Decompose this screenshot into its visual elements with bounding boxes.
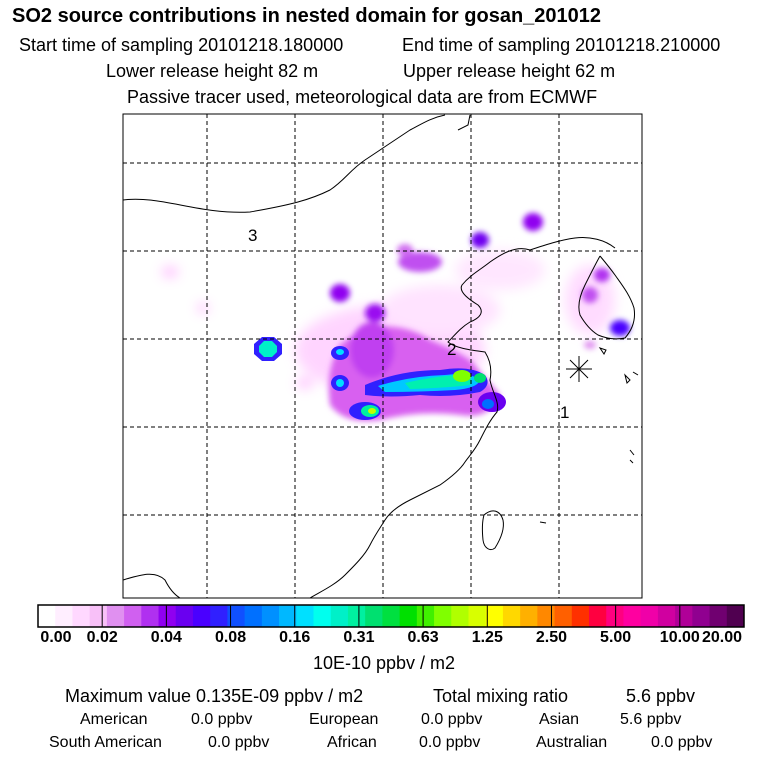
south-american-value: 0.0 ppbv xyxy=(208,734,270,751)
lower-release-height-label: Lower release height 82 m xyxy=(106,61,319,81)
colorbar-swatch xyxy=(623,605,642,627)
end-time-label: End time of sampling 20101218.210000 xyxy=(402,35,721,55)
colorbar-tick-label: 5.00 xyxy=(600,629,632,646)
colorbar-swatch xyxy=(657,605,676,627)
total-mixing-ratio-label: Total mixing ratio xyxy=(433,686,569,706)
colorbar-swatch xyxy=(365,605,383,627)
region-label-2: 2 xyxy=(447,340,457,359)
african-label: African xyxy=(327,734,377,751)
colorbar-swatch xyxy=(261,605,280,627)
asian-value: 5.6 ppbv xyxy=(620,711,682,728)
colorbar-swatch xyxy=(38,605,56,627)
coastlines xyxy=(123,114,639,598)
upper-release-height-label: Upper release height 62 m xyxy=(403,61,616,81)
colorbar-swatch xyxy=(640,605,659,627)
colorbar-swatch xyxy=(726,605,745,627)
colorbar-swatch xyxy=(554,605,573,627)
colorbar-tick-label: 0.02 xyxy=(86,629,118,646)
colorbar-swatch xyxy=(692,605,711,627)
colorbar-tick-label: 0.04 xyxy=(150,629,182,646)
colorbar-unit-label: 10E-10 ppbv / m2 xyxy=(312,653,456,673)
colorbar-swatch xyxy=(72,605,91,627)
colorbar-tick-label: 2.50 xyxy=(535,629,568,646)
colorbar-swatch xyxy=(296,605,315,627)
colorbar-tick-label: 0.31 xyxy=(343,629,375,646)
colorbar-swatch xyxy=(589,605,607,627)
max-value-label: Maximum value 0.135E-09 ppbv / m2 xyxy=(65,686,364,706)
colorbar-swatch xyxy=(485,605,504,627)
colorbar-swatch xyxy=(55,605,73,627)
colorbar-swatch xyxy=(244,605,263,627)
colorbar-frame xyxy=(37,604,745,628)
african-value: 0.0 ppbv xyxy=(419,734,481,751)
map-panel xyxy=(122,113,643,599)
colorbar-swatch xyxy=(192,605,211,627)
colorbar-swatch xyxy=(382,605,401,627)
colorbar-swatch xyxy=(520,605,538,627)
region-label-1: 1 xyxy=(560,403,570,422)
western-source-blob xyxy=(254,337,282,361)
australian-value: 0.0 ppbv xyxy=(651,734,713,751)
australian-label: Australian xyxy=(536,734,608,751)
colorbar-swatch xyxy=(313,605,332,627)
map-frame xyxy=(122,113,643,599)
colorbar-swatch xyxy=(106,605,125,627)
colorbar-swatch xyxy=(571,605,590,627)
american-value: 0.0 ppbv xyxy=(191,711,253,728)
colorbar-tick-label: 1.25 xyxy=(471,629,503,646)
total-mixing-ratio-value: 5.6 ppbv xyxy=(626,686,696,706)
colorbar-swatch xyxy=(434,605,452,627)
colorbar-swatch xyxy=(330,605,349,627)
colorbar-tick-label: 10.00 xyxy=(659,629,700,646)
colorbar-swatch xyxy=(537,605,556,627)
european-value: 0.0 ppbv xyxy=(421,711,483,728)
colorbar-swatch xyxy=(347,605,366,627)
lat-lon-grid xyxy=(123,114,642,598)
concentration-field xyxy=(162,213,630,421)
south-american-label: South American xyxy=(49,734,162,751)
colorbar-tick-label: 0.16 xyxy=(279,629,311,646)
colorbar-swatch xyxy=(175,605,194,627)
asian-label: Asian xyxy=(539,711,580,728)
colorbar-swatch xyxy=(158,605,177,627)
colorbar-swatch xyxy=(227,605,246,627)
colorbar-swatch xyxy=(124,605,142,627)
colorbar-swatch xyxy=(502,605,521,627)
colorbar-swatch xyxy=(675,605,693,627)
colorbar-swatch xyxy=(210,605,228,627)
tracer-note: Passive tracer used, meteorological data… xyxy=(127,87,598,107)
colorbar-tick-label: 0.63 xyxy=(407,629,439,646)
start-time-label: Start time of sampling 20101218.180000 xyxy=(19,35,344,55)
colorbar-swatch xyxy=(141,605,160,627)
colorbar-swatch xyxy=(279,605,297,627)
colorbar-swatch xyxy=(416,605,435,627)
colorbar-swatch xyxy=(451,605,469,627)
colorbar-swatch xyxy=(468,605,487,627)
colorbar-swatch xyxy=(399,605,418,627)
colorbar-tick-label: 0.08 xyxy=(214,629,247,646)
receptor-marker-icon xyxy=(566,356,592,382)
european-label: European xyxy=(309,711,379,728)
colorbar-swatch xyxy=(606,605,624,627)
american-label: American xyxy=(80,711,148,728)
colorbar-tick-label: 20.00 xyxy=(701,629,743,646)
region-label-3: 3 xyxy=(248,226,258,245)
colorbar-tick-label: 0.00 xyxy=(40,629,72,646)
colorbar-swatch xyxy=(89,605,108,627)
colorbar-swatch xyxy=(709,605,728,627)
colorbar xyxy=(37,604,745,628)
page-title: SO2 source contributions in nested domai… xyxy=(12,5,602,27)
